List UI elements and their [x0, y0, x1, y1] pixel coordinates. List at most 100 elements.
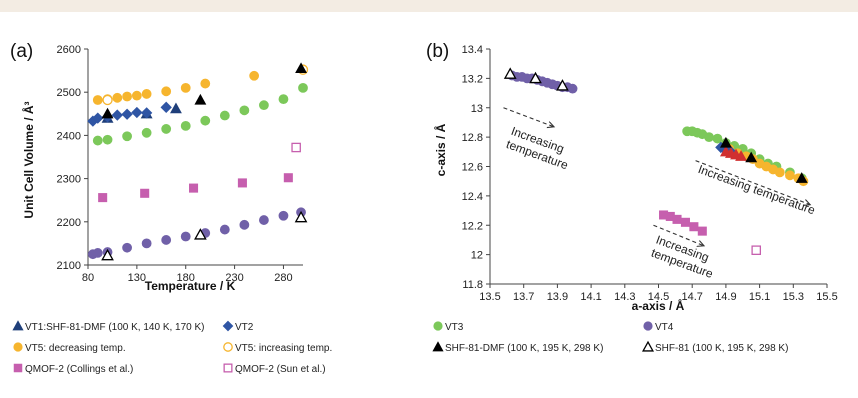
top-banner [0, 0, 858, 12]
legend-marker-qmof-2-collings-et-al [13, 363, 23, 373]
legend-marker-shf-81-dmf-100-k-195-k-298-k [432, 341, 444, 352]
panel-a-y-tick-label: 2400 [57, 130, 81, 142]
panel-b-x-tick-label: 14.9 [715, 291, 736, 303]
panel-b-x-axis-title: a-axis / Å [632, 298, 685, 313]
legend-marker-vt1-shf-81-dmf-100-k-140-k-170-k [12, 320, 24, 331]
panel-a-point-vt2 [160, 101, 172, 113]
panel-a-point-vt4 [259, 215, 269, 225]
legend: VT1:SHF-81-DMF (100 K, 140 K, 170 K) VT2 V… [12, 320, 788, 375]
panel-b-annotation-text: Increasingtemperature [649, 233, 720, 282]
panel-b-point-qmof-2-collings-et-al [689, 222, 699, 232]
panel-b-point-vt5-decreasing-temp [774, 167, 785, 178]
panel-b-y-tick-label: 13 [471, 103, 483, 115]
panel-a-point-vt4 [122, 242, 132, 253]
panel-a-point-qmof-2-collings-et-al [189, 183, 199, 193]
panel-a-point-vt3 [200, 115, 211, 126]
panel-a-point-vt3 [298, 82, 308, 93]
panel-b-y-tick-label: 11.8 [462, 279, 483, 291]
panel-a-x-tick-label: 80 [82, 272, 94, 284]
panel-b-annotation-arrow [503, 107, 554, 127]
legend-entry-vt5-decreasing-temp: VT5: decreasing temp. [13, 342, 126, 354]
panel-a-point-vt5-decreasing-temp [200, 78, 211, 89]
panel-b-scatter-chart: (b) c-axis / Å a-axis / Å 13.5 13.7 13.9 14… [426, 41, 838, 313]
panel-a-x-tick-label: 130 [128, 272, 146, 284]
legend-label: QMOF-2 (Sun et al.) [235, 364, 326, 375]
panel-a-series-vt4 [87, 207, 306, 260]
panel-a-point-qmof-2-collings-et-al [237, 178, 247, 188]
legend-label: SHF-81-DMF (100 K, 195 K, 298 K) [445, 343, 603, 354]
panel-a-y-tick-label: 2100 [57, 260, 81, 272]
panel-b-x-tick-label: 13.5 [479, 291, 500, 303]
panel-a-point-vt3 [239, 105, 250, 116]
legend-marker-vt4 [643, 321, 653, 331]
legend-marker-vt5-decreasing-temp [13, 342, 23, 352]
panel-a-point-vt1-shf-81-dmf-100-k-140-k-170-k [170, 102, 182, 114]
panel-a-y-tick-label: 2200 [57, 217, 81, 229]
panel-a-point-vt4 [161, 235, 172, 245]
legend-label: SHF-81 (100 K, 195 K, 298 K) [655, 343, 788, 354]
panel-a-point-shf-81-dmf-100-k-195-k-298-k [295, 62, 307, 74]
panel-b-point-qmof-2-collings-et-al [680, 217, 690, 227]
legend-marker-shf-81-100-k-195-k-298-k [641, 340, 655, 352]
legend-entry-vt4: VT4 [643, 321, 674, 333]
panel-b-series-shf-81-100-k-195-k-298-k [503, 67, 569, 91]
panel-b-y-tick-label: 12.6 [462, 162, 483, 174]
figure: (a) Unit Cell Volume / Å³ Temperature / … [10, 41, 838, 375]
legend-marker-vt5-increasing-temp [223, 342, 233, 352]
panel-b-point-shf-81-dmf-100-k-195-k-298-k [719, 136, 732, 148]
panel-b-annotation-text: Increasing temperature [696, 162, 817, 217]
panel-a-point-vt2 [140, 107, 153, 119]
panel-b-label: (b) [426, 41, 449, 62]
panel-b-x-tick-label: 14.5 [648, 291, 669, 303]
panel-a-y-tick-label: 2500 [57, 87, 81, 99]
legend-entry-vt5-increasing-temp: VT5: increasing temp. [223, 342, 332, 354]
panel-a-point-vt3 [122, 131, 132, 142]
legend-entry-vt1-shf-81-dmf-100-k-140-k-170-k: VT1:SHF-81-DMF (100 K, 140 K, 170 K) [12, 320, 205, 333]
panel-a-point-shf-81-100-k-195-k-298-k [294, 210, 308, 223]
panel-a-series-shf-81-dmf-100-k-195-k-298-k [101, 62, 307, 119]
panel-b-point-vt3 [704, 132, 714, 143]
panel-a-x-tick-label: 280 [274, 272, 292, 284]
panel-a-point-vt5-decreasing-temp [180, 82, 191, 93]
panel-b-point-vt1-red [735, 150, 747, 161]
panel-a-point-vt2 [121, 108, 133, 120]
legend-label: VT3 [445, 322, 464, 333]
panel-b-point-shf-81-100-k-195-k-298-k [503, 67, 517, 79]
panel-a-point-qmof-2-collings-et-al [98, 193, 108, 203]
panel-a-point-vt3 [161, 124, 172, 134]
panel-a-point-vt3 [141, 127, 152, 138]
panel-b-x-tick-label: 13.7 [513, 291, 534, 303]
panel-a-point-shf-81-100-k-195-k-298-k [101, 248, 114, 261]
legend-entry-qmof-2-sun-et-al: QMOF-2 (Sun et al.) [223, 363, 326, 375]
legend-entry-shf-81-dmf-100-k-195-k-298-k: SHF-81-DMF (100 K, 195 K, 298 K) [432, 341, 603, 354]
panel-b-y-axis-title: c-axis / Å [433, 123, 448, 176]
panel-b-series-qmof-2-sun-et-al [751, 245, 762, 255]
panel-a-point-vt5-decreasing-temp [249, 70, 260, 81]
panel-a-point-vt3 [180, 120, 191, 131]
panel-b-point-shf-81-dmf-100-k-195-k-298-k [795, 172, 808, 183]
legend-entry-vt3: VT3 [433, 321, 464, 333]
legend-marker-qmof-2-sun-et-al [223, 363, 233, 373]
panel-b-point-vt4 [567, 83, 578, 94]
panel-a-point-vt2 [92, 112, 104, 124]
panel-a-x-tick-label: 230 [225, 272, 243, 284]
panel-a-point-shf-81-100-k-195-k-298-k [194, 228, 207, 240]
panel-a-point-vt5-decreasing-temp [112, 92, 123, 103]
panel-b-point-qmof-2-sun-et-al [751, 245, 762, 255]
panel-b-x-tick-label: 15.1 [749, 291, 770, 303]
panel-b-series-vt4 [507, 70, 578, 94]
panel-a-point-shf-81-dmf-100-k-195-k-298-k [101, 107, 114, 119]
panel-a-point-vt4 [92, 248, 103, 258]
panel-a-point-vt4 [180, 231, 191, 242]
panel-a-y-axis-title: Unit Cell Volume / Å³ [21, 101, 36, 218]
panel-a-series-qmof-2-sun-et-al [291, 142, 301, 153]
panel-a-point-vt4 [141, 238, 152, 249]
panel-a-point-vt3 [102, 134, 113, 145]
legend-entry-vt2: VT2 [222, 320, 254, 333]
legend-marker-vt2 [222, 320, 234, 332]
panel-a-series-qmof-2-collings-et-al [98, 173, 293, 203]
panel-a-point-vt3 [219, 110, 230, 121]
panel-a-point-vt4 [278, 210, 289, 221]
panel-b-series-qmof-2-collings-et-al [659, 210, 707, 236]
panel-a-point-vt3 [278, 94, 289, 105]
